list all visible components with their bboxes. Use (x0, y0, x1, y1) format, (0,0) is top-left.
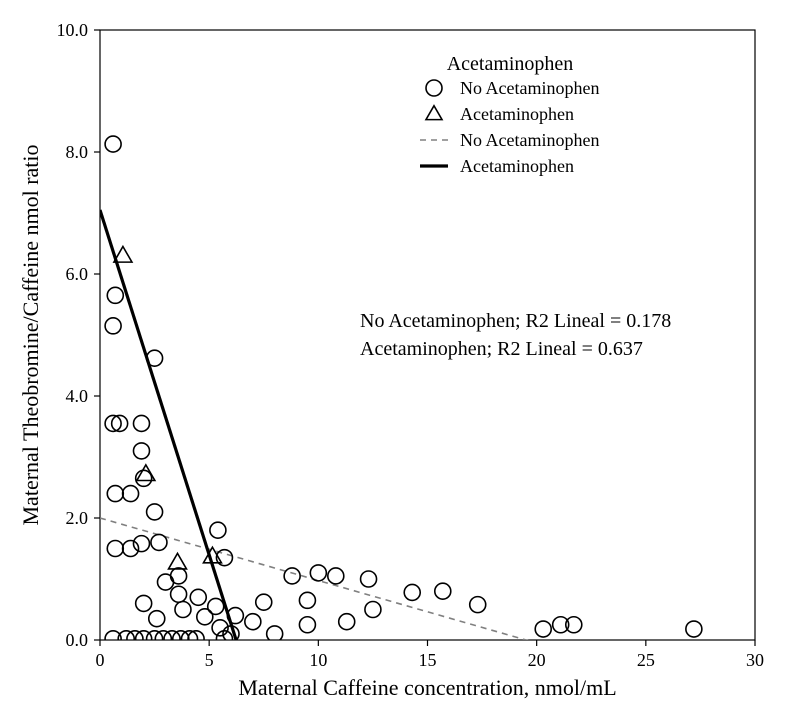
point-no-acet (404, 584, 420, 600)
point-no-acet (171, 568, 187, 584)
point-no-acet (686, 621, 702, 637)
legend-swatch-triangle-icon (426, 106, 442, 120)
y-tick-label: 4.0 (66, 386, 89, 406)
point-acet (169, 553, 187, 569)
point-no-acet (339, 614, 355, 630)
legend-title: Acetaminophen (447, 53, 574, 75)
point-no-acet (175, 602, 191, 618)
plot-frame (100, 30, 755, 640)
point-no-acet (210, 522, 226, 538)
point-no-acet (310, 565, 326, 581)
point-no-acet (107, 287, 123, 303)
x-tick-label: 10 (309, 650, 327, 670)
legend-swatch-circle-icon (426, 80, 442, 96)
legend-label: Acetaminophen (460, 156, 574, 176)
point-no-acet (190, 589, 206, 605)
y-tick-label: 6.0 (66, 264, 89, 284)
y-tick-label: 0.0 (66, 630, 89, 650)
chart-svg: 0 5 10 15 20 25 30 0.0 2.0 4.0 6.0 8.0 10.0 Maternal … (0, 0, 787, 721)
point-no-acet (133, 443, 149, 459)
r2-annotation: Acetaminophen; R2 Lineal = 0.637 (360, 338, 643, 360)
legend-label: No Acetaminophen (460, 78, 599, 98)
point-no-acet (105, 136, 121, 152)
x-tick-label: 0 (96, 650, 105, 670)
point-no-acet (171, 586, 187, 602)
scatter-chart: 0 5 10 15 20 25 30 0.0 2.0 4.0 6.0 8.0 10.0 Maternal … (0, 0, 787, 721)
x-tick-label: 20 (528, 650, 546, 670)
x-axis-title: Maternal Caffeine concentration, nmol/mL (238, 675, 616, 700)
x-tick-label: 5 (205, 650, 214, 670)
x-tick-label: 25 (637, 650, 655, 670)
legend-label: Acetaminophen (460, 104, 574, 124)
x-tick-label: 15 (419, 650, 437, 670)
point-no-acet (107, 486, 123, 502)
point-no-acet (147, 350, 163, 366)
point-no-acet (256, 594, 272, 610)
point-no-acet (535, 621, 551, 637)
y-axis-title: Maternal Theobromine/Caffeine nmol ratio (18, 144, 43, 525)
point-no-acet (133, 415, 149, 431)
y-tick-label: 8.0 (66, 142, 89, 162)
point-no-acet (245, 614, 261, 630)
x-tick-label: 30 (746, 650, 764, 670)
r2-annotation: No Acetaminophen; R2 Lineal = 0.178 (360, 310, 671, 332)
point-no-acet (147, 504, 163, 520)
point-no-acet (284, 568, 300, 584)
point-no-acet (361, 571, 377, 587)
point-no-acet (435, 583, 451, 599)
point-no-acet (328, 568, 344, 584)
point-no-acet (365, 602, 381, 618)
legend-label: No Acetaminophen (460, 130, 599, 150)
point-no-acet (149, 611, 165, 627)
y-tick-label: 2.0 (66, 508, 89, 528)
point-no-acet (299, 617, 315, 633)
point-no-acet (197, 609, 213, 625)
point-no-acet (105, 318, 121, 334)
point-no-acet (123, 486, 139, 502)
y-tick-label: 10.0 (57, 20, 89, 40)
point-no-acet (299, 592, 315, 608)
point-no-acet (151, 534, 167, 550)
point-no-acet (208, 598, 224, 614)
point-no-acet (107, 541, 123, 557)
point-no-acet (136, 595, 152, 611)
point-no-acet (470, 597, 486, 613)
